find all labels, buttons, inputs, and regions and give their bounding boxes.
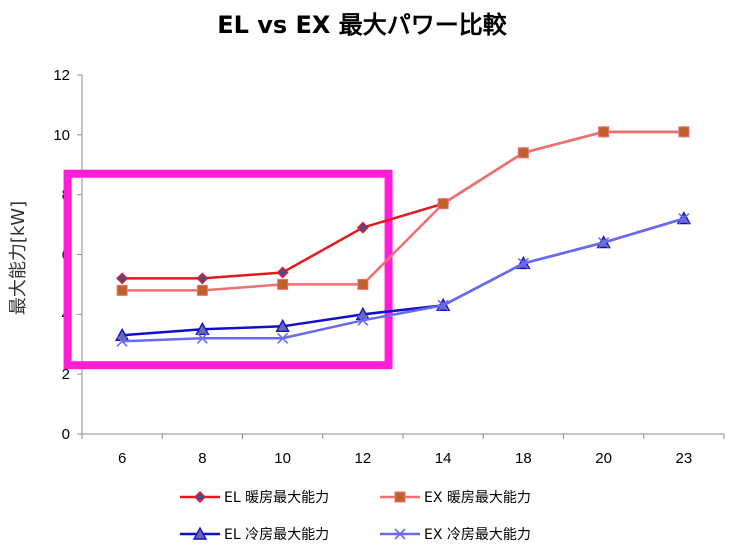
data-point (358, 279, 368, 289)
legend-marker (195, 492, 205, 502)
x-tick-label: 18 (515, 450, 532, 467)
legend-label: EL 冷房最大能力 (224, 527, 329, 543)
highlight-box-group (68, 174, 389, 365)
data-point (599, 127, 609, 137)
legend-marker (395, 492, 405, 502)
data-point (358, 223, 368, 233)
data-point (438, 199, 448, 209)
data-point (197, 273, 207, 283)
data-point (117, 273, 127, 283)
chart-title: EL vs EX 最大パワー比較 (217, 11, 508, 39)
y-axis-label: 最大能力[kW] (8, 201, 29, 315)
series-line (122, 132, 684, 279)
data-point (117, 285, 127, 295)
legend-item: EL 暖房最大能力 (180, 490, 329, 506)
legend-item: EX 冷房最大能力 (380, 527, 531, 543)
y-tick-label: 0 (62, 426, 70, 443)
x-tick-label: 6 (118, 450, 126, 467)
legend-item: EL 冷房最大能力 (180, 527, 329, 543)
data-point (278, 267, 288, 277)
legend-label: EX 冷房最大能力 (424, 527, 531, 543)
data-point (679, 127, 689, 137)
data-point (518, 148, 528, 158)
legend-item: EX 暖房最大能力 (380, 490, 531, 506)
series-line (122, 132, 684, 291)
legend-label: EX 暖房最大能力 (424, 490, 531, 506)
x-tick-label: 12 (355, 450, 372, 467)
data-point (197, 285, 207, 295)
x-tick-label: 23 (676, 450, 693, 467)
highlight-box (68, 174, 389, 365)
x-tick-label: 20 (595, 450, 612, 467)
x-tick-label: 8 (198, 450, 206, 467)
legend: EL 暖房最大能力 EX 暖房最大能力 EL 冷房最大能力 EX 冷房最大能力 (180, 490, 531, 543)
x-tick-label: 10 (274, 450, 291, 467)
y-tick-label: 10 (53, 127, 70, 144)
x-tick-label: 14 (435, 450, 452, 467)
series-2 (117, 127, 689, 296)
series-1 (117, 127, 689, 284)
y-tick-label: 12 (53, 67, 70, 84)
data-point (278, 279, 288, 289)
series-layer (116, 127, 690, 346)
legend-label: EL 暖房最大能力 (224, 490, 329, 506)
